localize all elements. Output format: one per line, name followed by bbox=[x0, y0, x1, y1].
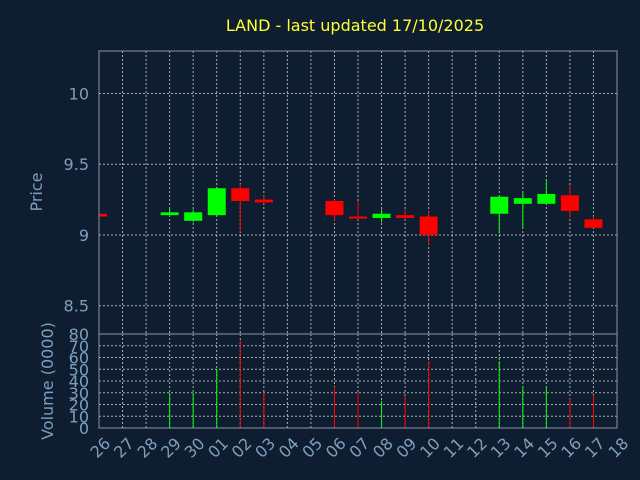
volume-tick-label: 30 bbox=[69, 384, 89, 403]
volume-tick-label: 60 bbox=[69, 349, 89, 368]
candle-body bbox=[513, 198, 532, 204]
x-axis: 2627282930010203040506070809101112131415… bbox=[86, 434, 632, 462]
candle-body bbox=[419, 216, 438, 235]
candle-body bbox=[184, 212, 203, 221]
candle-body bbox=[99, 213, 107, 217]
candle-body bbox=[254, 199, 273, 203]
candle-body bbox=[396, 215, 415, 218]
price-tick-label: 9 bbox=[79, 226, 89, 245]
volume-tick-label: 20 bbox=[69, 396, 89, 415]
volume-tick-label: 50 bbox=[69, 360, 89, 379]
candle-body bbox=[372, 213, 391, 218]
candle-body bbox=[584, 219, 603, 228]
price-tick-label: 10 bbox=[69, 84, 89, 103]
volume-tick-label: 80 bbox=[69, 325, 89, 344]
volume-tick-label: 0 bbox=[79, 419, 89, 438]
price-axis-label: Price bbox=[27, 172, 46, 211]
candle-body bbox=[207, 188, 226, 216]
candle-body bbox=[325, 200, 344, 216]
volume-tick-label: 10 bbox=[69, 407, 89, 426]
volume-tick-label: 40 bbox=[69, 372, 89, 391]
volume-axis-label: Volume (0000) bbox=[38, 322, 57, 440]
price-panel: 8.5 9 9.5 10 bbox=[64, 50, 618, 335]
volume-tick-label: 70 bbox=[69, 337, 89, 356]
price-tick-label: 9.5 bbox=[64, 155, 89, 174]
candle-body bbox=[490, 196, 509, 214]
volume-frame bbox=[98, 333, 618, 429]
candle-body bbox=[560, 195, 579, 211]
price-tick-label: 8.5 bbox=[64, 297, 89, 316]
candle-body bbox=[537, 193, 556, 204]
x-axis-label: Day bbox=[334, 459, 362, 475]
candle-body bbox=[160, 212, 179, 216]
chart-title: LAND - last updated 17/10/2025 bbox=[226, 16, 484, 35]
candle-body bbox=[349, 216, 367, 219]
candle-body bbox=[231, 188, 250, 201]
